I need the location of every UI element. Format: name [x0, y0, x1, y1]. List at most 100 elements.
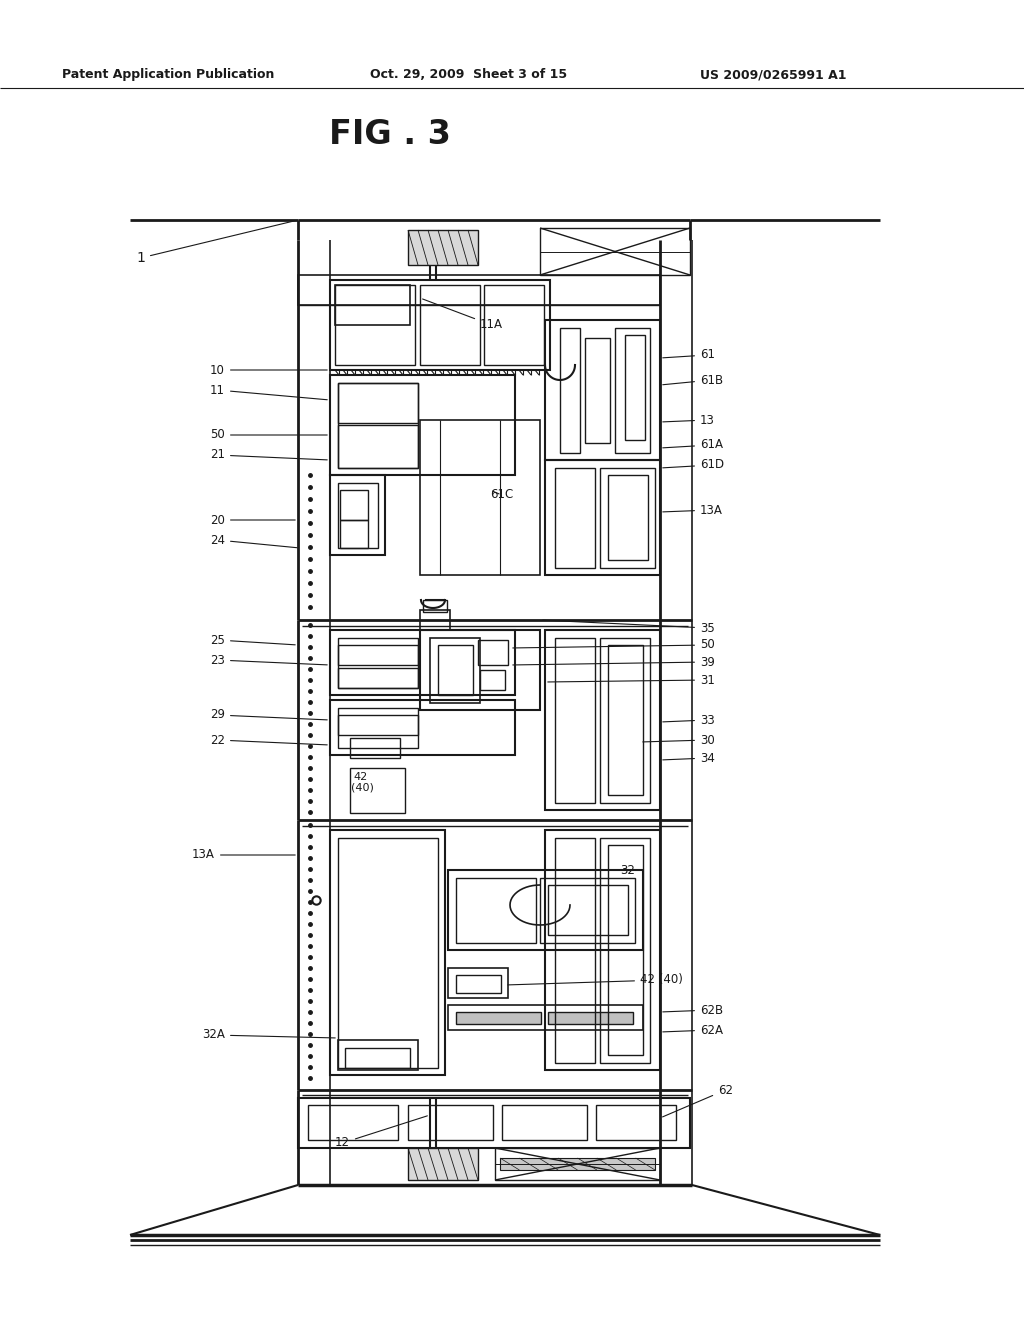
Bar: [600, 469, 655, 568]
Text: 42: 42: [353, 772, 368, 781]
Text: 21: 21: [210, 449, 328, 462]
Bar: [555, 838, 595, 1063]
Text: 24: 24: [210, 533, 297, 548]
Bar: [330, 375, 515, 475]
Text: 50: 50: [210, 429, 328, 441]
Text: FIG . 3: FIG . 3: [329, 117, 451, 150]
Text: 32: 32: [583, 863, 635, 876]
Text: 29: 29: [210, 709, 328, 722]
Text: 32A: 32A: [202, 1028, 335, 1041]
Bar: [420, 285, 480, 366]
Bar: [408, 1105, 493, 1140]
Bar: [600, 638, 650, 803]
Bar: [408, 230, 478, 265]
Bar: [615, 327, 650, 453]
Bar: [545, 319, 660, 459]
Bar: [350, 738, 400, 758]
Text: 13: 13: [663, 413, 715, 426]
Bar: [495, 1148, 660, 1180]
Text: 10: 10: [210, 363, 328, 376]
Bar: [555, 469, 595, 568]
Text: 61B: 61B: [663, 374, 723, 387]
Bar: [608, 645, 643, 795]
Bar: [600, 838, 650, 1063]
Text: 30: 30: [643, 734, 715, 747]
Bar: [330, 280, 550, 370]
Bar: [540, 878, 635, 942]
Text: 61A: 61A: [663, 438, 723, 451]
Bar: [596, 1105, 676, 1140]
Text: 50: 50: [513, 639, 715, 652]
Bar: [345, 1048, 410, 1068]
Bar: [480, 671, 505, 690]
Bar: [500, 1158, 655, 1170]
Text: 22: 22: [210, 734, 328, 747]
Bar: [338, 708, 418, 748]
Text: 33: 33: [663, 714, 715, 726]
Text: 42 (40): 42 (40): [508, 974, 683, 986]
Bar: [540, 228, 690, 275]
Text: US 2009/0265991 A1: US 2009/0265991 A1: [700, 69, 847, 81]
Text: 62B: 62B: [663, 1003, 723, 1016]
Bar: [423, 601, 447, 612]
Bar: [420, 420, 540, 576]
Bar: [338, 638, 418, 688]
Bar: [438, 645, 473, 696]
Bar: [456, 878, 536, 942]
Bar: [545, 830, 660, 1071]
Bar: [338, 668, 418, 688]
Bar: [298, 1098, 690, 1148]
Bar: [335, 285, 410, 325]
Bar: [478, 640, 508, 665]
Bar: [545, 459, 660, 576]
Text: Patent Application Publication: Patent Application Publication: [62, 69, 274, 81]
Text: 62: 62: [663, 1084, 733, 1117]
Bar: [548, 1012, 633, 1024]
Bar: [338, 383, 418, 422]
Bar: [608, 845, 643, 1055]
Text: 61D: 61D: [663, 458, 724, 471]
Text: (40): (40): [351, 781, 374, 792]
Bar: [545, 630, 660, 810]
Bar: [330, 830, 445, 1074]
Bar: [340, 520, 368, 548]
Bar: [338, 383, 418, 469]
Bar: [456, 1012, 541, 1024]
Text: 35: 35: [543, 620, 715, 635]
Bar: [625, 335, 645, 440]
Bar: [449, 1005, 643, 1030]
Text: 25: 25: [210, 634, 295, 647]
Bar: [555, 638, 595, 803]
Bar: [308, 1105, 398, 1140]
Text: 61C: 61C: [490, 488, 513, 502]
Bar: [502, 1105, 587, 1140]
Bar: [338, 425, 418, 469]
Bar: [338, 1040, 418, 1071]
Text: 1: 1: [136, 220, 295, 265]
Bar: [338, 838, 438, 1068]
Bar: [548, 884, 628, 935]
Bar: [430, 638, 480, 704]
Bar: [449, 968, 508, 998]
Bar: [298, 275, 660, 305]
Bar: [340, 490, 368, 520]
Bar: [449, 870, 643, 950]
Bar: [338, 715, 418, 735]
Bar: [420, 610, 450, 630]
Text: Oct. 29, 2009  Sheet 3 of 15: Oct. 29, 2009 Sheet 3 of 15: [370, 69, 567, 81]
Bar: [408, 1148, 478, 1180]
Bar: [350, 768, 406, 813]
Text: 11: 11: [210, 384, 328, 400]
Text: 12: 12: [335, 1115, 427, 1150]
Bar: [330, 700, 515, 755]
Text: 31: 31: [548, 673, 715, 686]
Text: 20: 20: [210, 513, 295, 527]
Text: 11A: 11A: [423, 300, 503, 331]
Bar: [420, 630, 540, 710]
Text: 62A: 62A: [663, 1023, 723, 1036]
Text: 39: 39: [513, 656, 715, 668]
Bar: [338, 483, 378, 548]
Bar: [456, 975, 501, 993]
Bar: [585, 338, 610, 444]
Text: 13A: 13A: [193, 849, 295, 862]
